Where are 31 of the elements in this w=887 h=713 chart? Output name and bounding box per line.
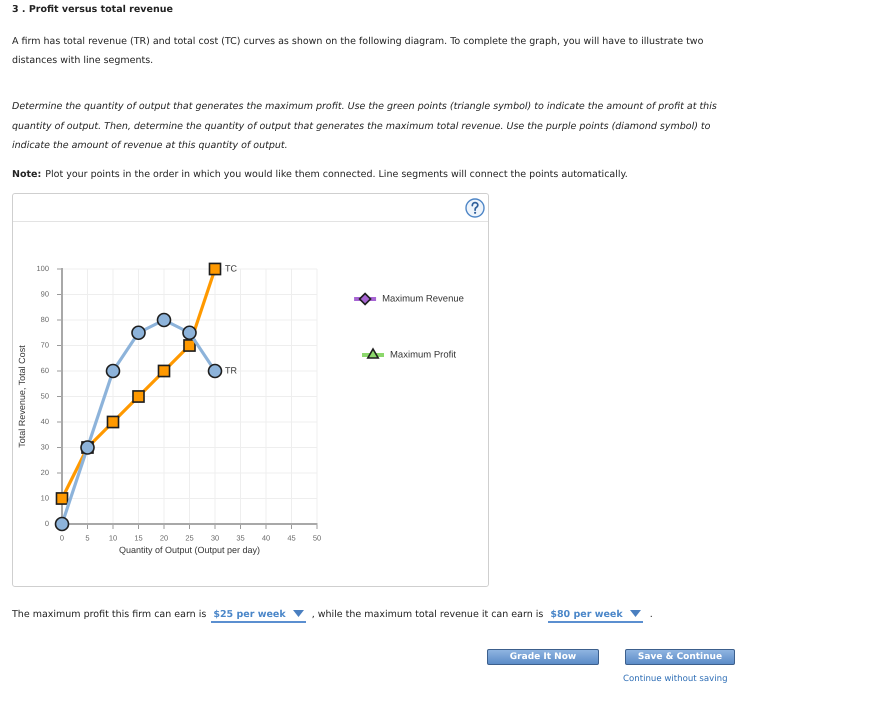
text: .	[650, 609, 653, 620]
y-axis-title: Total Revenue, Total Cost	[16, 344, 27, 448]
text: Determine the quantity of output that generates the maximum profit. Use the green points (triangle symbol) to indicate the amount of profit at this quantity of output. Then, determine the quantity of output that generates the maximum total revenue. Use the purple points (diamond symbol) to indicate the amount of revenue at this quantity of output.	[12, 100, 718, 153]
text: , while the maximum total revenue it can earn is	[312, 609, 544, 620]
point	[208, 262, 222, 276]
text: The maximum profit this firm can earn is	[12, 609, 206, 620]
text: Grade It Now	[487, 649, 599, 665]
text: $25 per week	[213, 609, 286, 620]
text: Save & Continue	[625, 649, 735, 665]
x-axis-title: Quantity of Output (Output per day)	[118, 545, 260, 556]
point	[208, 364, 222, 378]
point	[183, 339, 196, 352]
point	[56, 492, 68, 505]
point	[54, 516, 70, 532]
series-label: TC	[225, 263, 238, 274]
series-label: TR	[225, 365, 238, 376]
text: Note:	[12, 169, 42, 180]
point	[132, 390, 145, 403]
point	[182, 325, 197, 340]
text: Plot your points in the order in which you would like them connected. Line segments will connect the points automatically.	[45, 169, 628, 180]
point	[158, 364, 170, 378]
point	[156, 312, 172, 328]
point	[106, 364, 120, 378]
point	[131, 325, 146, 340]
point	[106, 416, 120, 428]
text: Continue without saving	[623, 673, 728, 685]
legend-label: Maximum Profit	[390, 350, 456, 361]
legend-label: Maximum Revenue	[382, 294, 464, 305]
text: A firm has total revenue (TR) and total cost (TC) curves as shown on the following diagram. To complete the graph, you will have to illustrate two distances with line segments.	[12, 35, 704, 68]
text: $80 per week	[550, 609, 623, 620]
chart-title: 3 . Profit versus total revenue	[12, 4, 173, 16]
